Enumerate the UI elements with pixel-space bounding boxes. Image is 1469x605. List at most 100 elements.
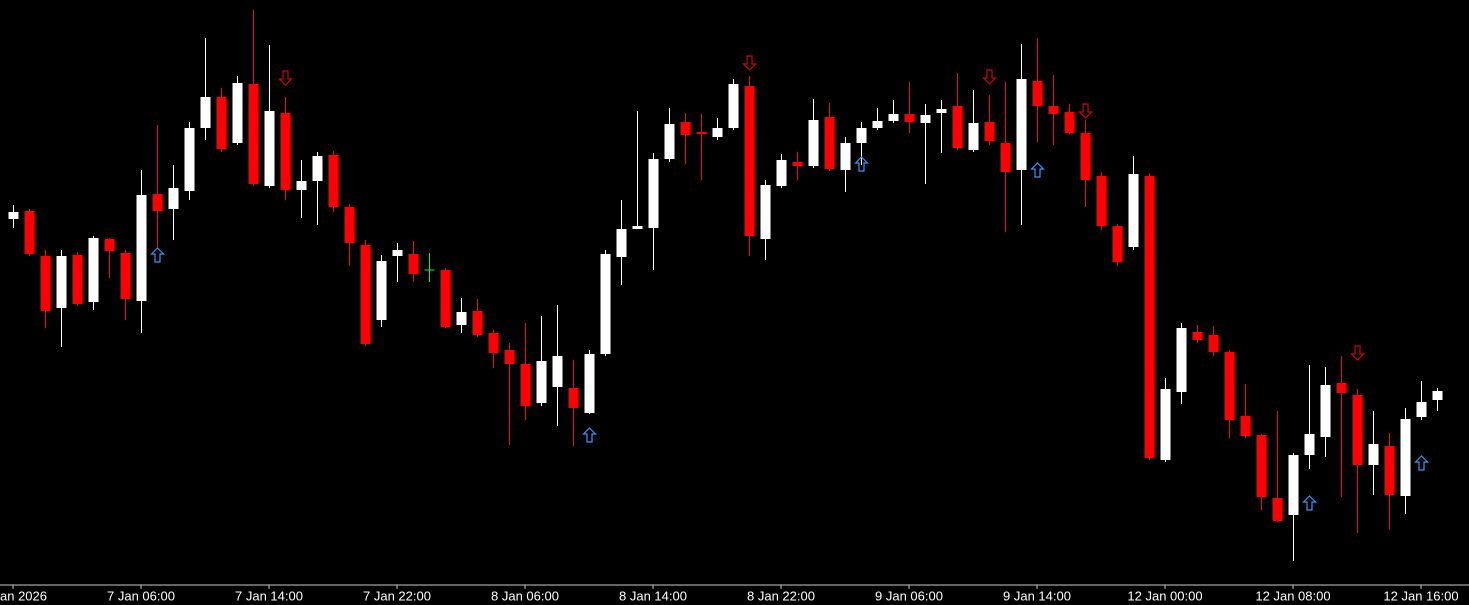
candle-body (360, 245, 371, 344)
candle-body (88, 238, 99, 302)
candle-body (920, 115, 931, 123)
x-tick-label: 7 Jan 22:00 (363, 588, 431, 603)
candle-body (216, 97, 227, 149)
candle-body (712, 128, 723, 137)
candle-body (936, 109, 947, 113)
candle-body (984, 122, 995, 141)
x-tick-label: 7 Jan 06:00 (107, 588, 175, 603)
candle-body (1304, 434, 1315, 455)
candle-body (568, 388, 579, 408)
up-arrow (854, 156, 869, 172)
candle-body (1032, 81, 1043, 106)
candle-body (168, 188, 179, 209)
candle-body (200, 97, 211, 128)
candle-body (392, 250, 403, 256)
candle-body (1048, 106, 1059, 114)
candle-body (312, 156, 323, 181)
candle-body (264, 111, 275, 186)
candle-body (616, 229, 627, 257)
candle-body (408, 254, 419, 274)
candle-body (8, 212, 19, 219)
x-tick-label: 9 Jan 14:00 (1003, 588, 1071, 603)
candle-body (296, 181, 307, 190)
candle-body (1160, 389, 1171, 460)
candle-body (600, 254, 611, 354)
candle-body (888, 114, 899, 121)
x-tick-label: 8 Jan 14:00 (619, 588, 687, 603)
candle-body (968, 123, 979, 150)
x-tick-label: an 2026 (0, 588, 47, 603)
down-arrow (742, 55, 757, 71)
candle-body (72, 255, 83, 304)
candle-body (1224, 352, 1235, 420)
candle-body (648, 159, 659, 228)
x-tick-label: 8 Jan 06:00 (491, 588, 559, 603)
candle-body (776, 160, 787, 186)
down-arrow (1078, 103, 1093, 119)
candle-body (952, 106, 963, 148)
up-arrow (1030, 162, 1045, 178)
down-arrow (1350, 345, 1365, 361)
candle-body (1016, 79, 1027, 170)
candle-body (232, 83, 243, 143)
x-tick-label: 12 Jan 16:00 (1383, 588, 1458, 603)
candle-body (840, 143, 851, 170)
candle-body (1256, 435, 1267, 497)
up-arrow (582, 427, 597, 443)
candle-body (1416, 402, 1427, 417)
candle-body (1128, 174, 1139, 247)
candle-body (856, 128, 867, 143)
candle-body (1000, 143, 1011, 172)
candle-body (872, 121, 883, 128)
candle-body (632, 226, 643, 229)
candle-body (328, 155, 339, 207)
candle-body (24, 211, 35, 254)
candle-body (120, 253, 131, 299)
candle-body (904, 114, 915, 122)
candle-body (1320, 385, 1331, 437)
candle-body (536, 361, 547, 403)
up-arrow (150, 247, 165, 263)
candle-body (376, 261, 387, 320)
candle-body (56, 256, 67, 308)
down-arrow (278, 70, 293, 86)
candle-body (472, 311, 483, 335)
candle-body (1288, 455, 1299, 515)
candle-body (680, 122, 691, 135)
candle-body (792, 162, 803, 166)
candle-body (1368, 444, 1379, 465)
candle-body (1192, 332, 1203, 340)
up-arrow (1414, 455, 1429, 471)
candle-body (1432, 391, 1443, 400)
x-tick-label: 12 Jan 08:00 (1255, 588, 1330, 603)
up-arrow (1302, 495, 1317, 511)
candle-body (280, 113, 291, 190)
candle-body (1208, 335, 1219, 352)
candle-body (584, 354, 595, 413)
candle-body (1176, 328, 1187, 392)
candle-body (152, 194, 163, 211)
candle-body (136, 195, 147, 301)
candle-body (520, 364, 531, 406)
candle-body (344, 207, 355, 243)
candle-body (1112, 226, 1123, 262)
candle-body (1352, 395, 1363, 465)
candle-body (744, 86, 755, 236)
candle-body (488, 333, 499, 353)
candle-body (552, 356, 563, 387)
candle-body (1240, 416, 1251, 436)
candle-body (248, 84, 259, 184)
candle-body (440, 270, 451, 327)
candle-body (1272, 498, 1283, 521)
candle-body (808, 120, 819, 166)
down-arrow (982, 69, 997, 85)
x-tick-label: 8 Jan 22:00 (747, 588, 815, 603)
candle-body (1064, 112, 1075, 133)
candle-body (664, 124, 675, 159)
candle-body (504, 350, 515, 364)
x-tick-label: 7 Jan 14:00 (235, 588, 303, 603)
candle-body (824, 117, 835, 169)
candle-body (1144, 176, 1155, 458)
